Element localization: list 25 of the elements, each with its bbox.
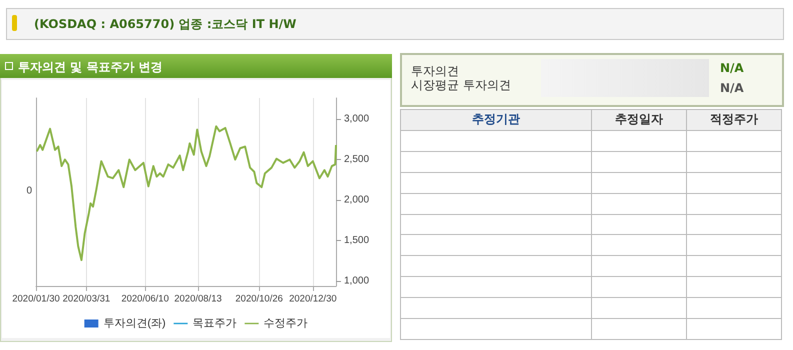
text: (KOSDAQ : A065770) 업종 :코스닥 IT H/W bbox=[34, 16, 296, 33]
chart-title: 투자의견 및 목표주가 변경 bbox=[18, 59, 163, 76]
line-series bbox=[36, 125, 337, 262]
x-tick-label: 2020/10/26 bbox=[235, 294, 283, 304]
text: N/A bbox=[720, 81, 744, 95]
y2-tick-label: 1,500 bbox=[344, 235, 370, 246]
text: 투자의견 bbox=[411, 63, 459, 80]
text: 추정일자 bbox=[591, 110, 687, 130]
x-tick-label: 2020/01/30 bbox=[12, 294, 60, 304]
text: 시장평균 투자의견 bbox=[411, 77, 511, 94]
legend-label: 목표주가 bbox=[192, 318, 237, 330]
y2-tick-label: 1,000 bbox=[344, 276, 370, 287]
x-tick-label: 2020/03/31 bbox=[62, 294, 110, 304]
text: 적정주가 bbox=[686, 110, 782, 130]
x-tick-label: 2020/12/30 bbox=[289, 294, 337, 304]
text: 0 bbox=[26, 186, 32, 196]
y2-tick-label: 3,000 bbox=[344, 114, 370, 125]
text: N/A bbox=[720, 61, 744, 75]
y2-tick-label: 2,000 bbox=[344, 194, 370, 206]
x-tick-label: 2020/08/13 bbox=[174, 294, 222, 304]
y2-tick-label: 2,500 bbox=[344, 154, 370, 166]
legend-label: 투자의견(좌) bbox=[103, 318, 166, 330]
text: 추정기관 bbox=[400, 110, 592, 130]
x-tick-label: 2020/06/10 bbox=[121, 294, 169, 304]
legend-label: 수정주가 bbox=[264, 318, 308, 330]
